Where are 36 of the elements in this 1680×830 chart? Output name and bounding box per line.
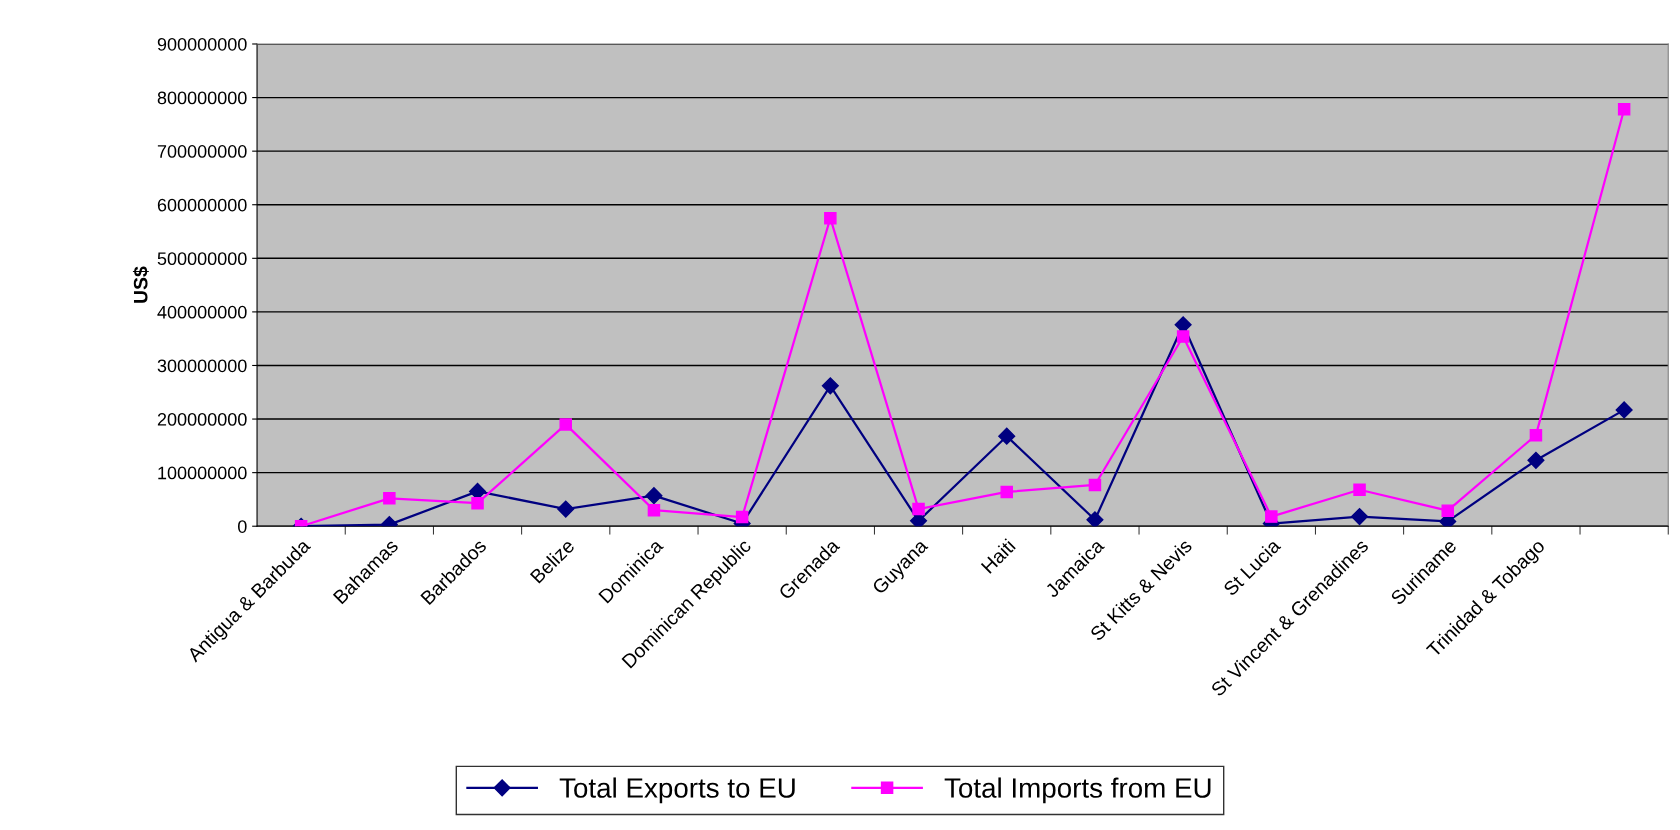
point (1529, 428, 1543, 442)
point (1441, 504, 1454, 517)
point (1086, 511, 1104, 527)
y-tick-label: 800000000 (157, 91, 247, 105)
point (559, 418, 572, 431)
y-axis-title: US$ (132, 266, 149, 303)
point (645, 487, 663, 505)
y-tick-label: 300000000 (157, 359, 247, 373)
point (1176, 330, 1190, 343)
point (824, 211, 837, 225)
point (1088, 478, 1102, 492)
point (1615, 401, 1633, 419)
point (735, 510, 749, 524)
legend-label: Total Imports from EU (944, 777, 1211, 804)
point (1353, 483, 1366, 497)
point (1527, 451, 1545, 469)
y-tick-label: 200000000 (157, 412, 247, 426)
y-tick-label: 700000000 (157, 145, 247, 158)
point (1617, 103, 1631, 116)
y-tick-label: 600000000 (157, 198, 247, 212)
point (1265, 510, 1278, 523)
y-tick-label: 500000000 (157, 252, 247, 266)
point (821, 377, 839, 395)
point (471, 496, 484, 510)
y-tick-label: 900000000 (157, 37, 247, 51)
point (998, 427, 1016, 445)
y-tick-label: 400000000 (157, 305, 247, 319)
point (1000, 485, 1013, 499)
y-tick-label: 100000000 (158, 466, 247, 480)
point (647, 503, 661, 517)
y-tick-label: 0 (237, 520, 247, 533)
legend-label: Total Exports to EU (559, 777, 795, 804)
point (1350, 508, 1369, 526)
point (383, 492, 396, 505)
point (557, 500, 575, 518)
point (912, 502, 925, 516)
